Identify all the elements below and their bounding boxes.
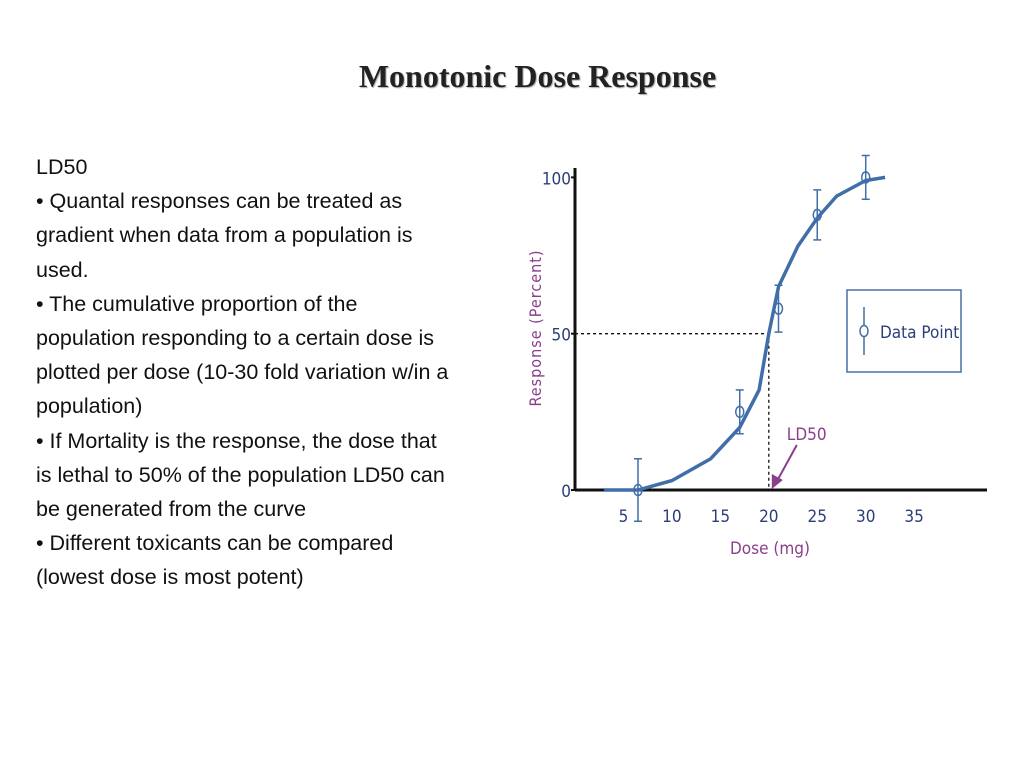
x-axis-label: Dose (mg) <box>730 539 810 559</box>
bullet-text: Different toxicants can be compared (low… <box>36 531 394 590</box>
bullet-text: Quantal responses can be treated as grad… <box>36 189 413 282</box>
x-tick-label: 5 <box>619 507 629 527</box>
x-tick-label: 35 <box>904 507 923 527</box>
x-tick-label: 20 <box>759 507 778 527</box>
legend-box <box>846 289 962 373</box>
y-tick-label: 100 <box>542 169 571 189</box>
data-point <box>773 302 784 315</box>
bullet: • Different toxicants can be compared (l… <box>36 531 394 590</box>
y-tick-label: 50 <box>552 326 571 346</box>
bullet: • Quantal responses can be treated as gr… <box>36 189 413 282</box>
legend-marker <box>859 324 869 338</box>
y-axis-label: Response (Percent) <box>526 250 545 407</box>
error-bar <box>774 284 783 333</box>
error-bar <box>861 154 870 201</box>
error-bar <box>633 457 642 523</box>
data-point <box>734 405 745 419</box>
x-tick-label: 10 <box>662 507 681 527</box>
ld50-arrowhead <box>771 474 783 489</box>
data-point <box>812 208 823 222</box>
data-point <box>633 483 643 497</box>
x-tick-label: 15 <box>711 507 730 527</box>
slide-body: LD50 • Quantal responses can be treated … <box>36 150 456 595</box>
error-bar <box>735 389 744 435</box>
data-point <box>860 171 871 184</box>
y-tick-label: 0 <box>561 482 571 502</box>
bullet: • The cumulative proportion of the popul… <box>36 291 449 419</box>
annotation: LD50 <box>787 425 827 445</box>
bullet-text: If Mortality is the response, the dose t… <box>36 428 445 522</box>
slide-title: Monotonic Dose Response <box>358 58 717 94</box>
curve <box>604 175 886 492</box>
legend-label: Data Point <box>880 323 959 343</box>
x-tick-label: 25 <box>808 507 827 527</box>
error-bar <box>813 189 822 241</box>
bullet-text: The cumulative proportion of the populat… <box>36 291 449 419</box>
body-heading: LD50 <box>36 155 88 179</box>
x-tick-label: 30 <box>856 507 875 527</box>
bullet: • If Mortality is the response, the dose… <box>36 428 445 522</box>
